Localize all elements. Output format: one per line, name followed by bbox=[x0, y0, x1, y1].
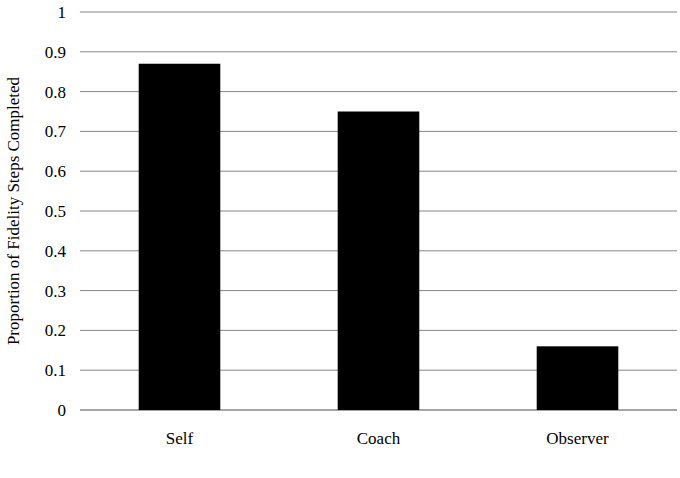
grid bbox=[80, 12, 677, 410]
grid-line bbox=[80, 51, 677, 52]
bar bbox=[338, 112, 420, 411]
tick-label: 0.1 bbox=[45, 361, 66, 380]
tick-label: 1 bbox=[58, 3, 67, 22]
grid-line bbox=[80, 12, 677, 13]
bar bbox=[537, 346, 619, 410]
tick-label: 0.4 bbox=[45, 242, 67, 261]
bars bbox=[139, 64, 619, 410]
tick-label: 0.2 bbox=[45, 321, 66, 340]
y-axis-label: Proportion of Fidelity Steps Completed bbox=[4, 76, 23, 345]
tick-label: 0.5 bbox=[45, 202, 66, 221]
tick-label: 0 bbox=[58, 401, 67, 420]
tick-label: 0.3 bbox=[45, 282, 66, 301]
chart-container: 0 0.1 0.2 0.3 0.4 0.5 0.6 0.7 0.8 0.9 1 Self Coach Ob… bbox=[0, 0, 680, 478]
category-label: Self bbox=[166, 429, 194, 448]
tick-label: 0.9 bbox=[45, 43, 66, 62]
bar bbox=[139, 64, 221, 410]
page: {"chart_data": {"type": "bar", "y_label"… bbox=[0, 0, 680, 478]
category-label: Observer bbox=[546, 429, 609, 448]
tick-label: 0.6 bbox=[45, 162, 66, 181]
category-label: Coach bbox=[357, 429, 401, 448]
tick-label: 0.7 bbox=[45, 122, 67, 141]
chart: 0 0.1 0.2 0.3 0.4 0.5 0.6 0.7 0.8 0.9 1 Self Coach Ob… bbox=[0, 0, 680, 478]
tick-label: 0.8 bbox=[45, 83, 66, 102]
